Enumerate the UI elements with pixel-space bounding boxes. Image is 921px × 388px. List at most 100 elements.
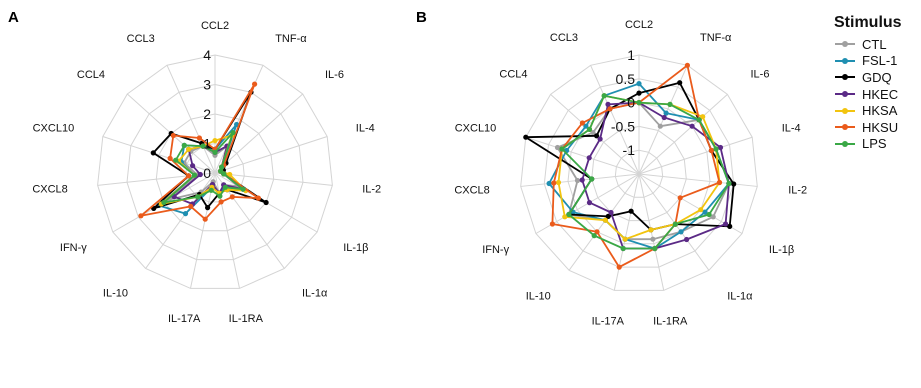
category-label: IL-10 xyxy=(103,288,128,300)
category-label: CCL4 xyxy=(499,69,527,81)
data-point xyxy=(590,130,596,136)
tick-label: 0 xyxy=(203,165,211,181)
data-point xyxy=(255,195,261,201)
tick-label: 3 xyxy=(203,77,211,93)
data-point xyxy=(229,194,235,200)
category-label: IL-2 xyxy=(788,185,807,197)
data-point xyxy=(677,195,683,201)
tick-label: -0.5 xyxy=(611,118,635,134)
data-point xyxy=(212,138,218,144)
data-point xyxy=(555,179,562,186)
legend-swatch xyxy=(835,140,855,147)
legend-swatch xyxy=(835,124,855,131)
category-label: CCL4 xyxy=(77,69,105,81)
legend-label: HKSU xyxy=(862,119,899,135)
data-point xyxy=(594,133,600,139)
tick-label: 1 xyxy=(203,136,211,152)
data-point xyxy=(652,245,658,252)
data-point xyxy=(706,211,712,218)
legend-items: CTL FSL-1 GDQ HKEC HKSA HKSU LPS xyxy=(834,36,921,152)
category-label: TNF-α xyxy=(700,32,732,44)
category-label: IFN-γ xyxy=(482,244,509,256)
data-point xyxy=(221,171,227,177)
legend-label: HKEC xyxy=(862,86,899,102)
data-point xyxy=(657,123,663,129)
data-point xyxy=(186,146,192,152)
legend-swatch xyxy=(835,107,855,114)
data-point xyxy=(586,126,593,132)
data-point xyxy=(150,150,156,156)
grid-ring xyxy=(543,78,735,268)
grid-spoke xyxy=(525,136,640,175)
data-point xyxy=(591,233,597,239)
data-point xyxy=(717,144,724,151)
data-point xyxy=(636,100,642,106)
data-point xyxy=(689,123,695,129)
grid-ring xyxy=(591,125,687,222)
tick-label: 2 xyxy=(203,106,211,122)
grid-spoke xyxy=(102,136,216,174)
data-point xyxy=(188,203,194,209)
data-point xyxy=(173,157,179,163)
tick-label: 0.5 xyxy=(616,71,636,87)
legend-label: HKSA xyxy=(862,103,898,119)
legend-item-fsl-1: FSL-1 xyxy=(834,53,921,70)
legend-title: Stimulus xyxy=(834,14,902,31)
category-label: IL-1β xyxy=(343,242,368,254)
data-point xyxy=(138,213,144,219)
data-point xyxy=(723,221,729,227)
panel-letter: A xyxy=(8,9,19,26)
category-label: CCL3 xyxy=(550,32,578,44)
data-point xyxy=(622,236,628,242)
data-point xyxy=(597,136,603,142)
data-point xyxy=(227,171,233,178)
data-point xyxy=(677,80,683,86)
category-label: CXCL10 xyxy=(455,123,497,135)
data-point xyxy=(678,229,684,235)
data-point xyxy=(708,147,714,154)
data-point xyxy=(196,135,202,141)
data-point xyxy=(219,164,225,170)
data-point xyxy=(586,155,592,161)
category-label: CCL2 xyxy=(625,19,653,31)
data-point xyxy=(191,172,198,178)
legend-label: CTL xyxy=(862,36,887,52)
category-label: IL-4 xyxy=(356,122,375,134)
category-label: IL-1β xyxy=(769,244,794,256)
category-label: IFN-γ xyxy=(60,242,87,254)
tick-label: -1 xyxy=(623,142,636,158)
data-point xyxy=(523,134,529,140)
grid-ring xyxy=(155,113,275,232)
data-point xyxy=(200,143,206,149)
grid-spoke xyxy=(214,93,304,174)
category-label: CCL3 xyxy=(127,33,155,45)
data-point xyxy=(684,236,690,243)
data-point xyxy=(636,81,642,87)
legend-swatch xyxy=(835,41,855,48)
grid-ring xyxy=(520,54,758,291)
data-point xyxy=(605,213,611,219)
legend-label: GDQ xyxy=(862,69,892,85)
category-label: TNF-α xyxy=(275,33,307,45)
data-point xyxy=(579,120,585,126)
series-lps xyxy=(161,130,246,206)
data-point xyxy=(566,211,572,218)
radar-grid xyxy=(97,54,333,289)
radar-panel-a: A CCL2 TNF-α IL-6 IL-4 IL-2 IL-1β IL-1α IL-1RA I… xyxy=(8,9,381,325)
data-point xyxy=(549,221,555,227)
data-point xyxy=(731,181,737,187)
category-label: IL-17A xyxy=(168,313,201,325)
grid-spoke xyxy=(638,173,758,187)
data-point xyxy=(574,177,581,184)
data-point xyxy=(684,62,690,68)
data-point xyxy=(607,106,613,112)
legend-swatch xyxy=(835,74,855,81)
legend-item-ctl: CTL xyxy=(834,36,921,53)
data-point xyxy=(205,205,211,211)
data-point xyxy=(589,176,595,182)
data-point xyxy=(663,110,669,116)
grid-spoke xyxy=(638,136,753,175)
data-point xyxy=(608,209,614,216)
legend-item-hksu: HKSU xyxy=(834,119,921,136)
